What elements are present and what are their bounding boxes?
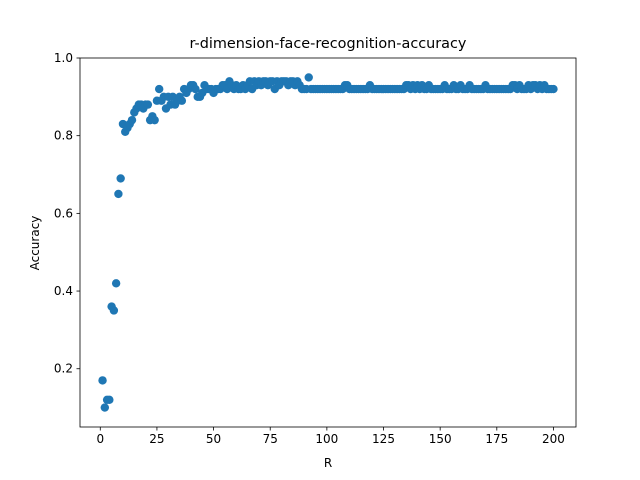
scatter-point: [191, 84, 200, 94]
scatter-point: [100, 403, 110, 412]
x-tick-label: 100: [315, 432, 338, 446]
y-tick-label: 0.6: [54, 206, 73, 220]
y-axis-label: Accuracy: [28, 216, 42, 271]
scatter-point: [154, 84, 164, 94]
scatter-point: [98, 376, 107, 385]
plot-frame: [79, 57, 577, 428]
x-tick-label: 150: [429, 432, 452, 446]
scatter-point: [143, 100, 153, 109]
x-tick-label: 125: [372, 432, 395, 446]
x-tick-label: 75: [263, 432, 278, 446]
y-tick-label: 1.0: [54, 51, 73, 65]
scatter-point: [150, 115, 159, 125]
y-tick-label: 0.8: [54, 129, 73, 143]
scatter-point: [177, 96, 187, 105]
scatter-point: [111, 279, 121, 288]
x-tick-label: 0: [96, 432, 104, 446]
x-tick-label: 25: [149, 432, 164, 446]
scatter-point: [114, 189, 123, 199]
chart-title: r-dimension-face-recognition-accuracy: [190, 36, 467, 52]
x-tick-label: 200: [542, 432, 565, 446]
scatter-point: [549, 84, 558, 94]
scatter-point: [109, 306, 119, 315]
x-tick-label: 50: [206, 432, 221, 446]
y-tick-label: 0.4: [54, 284, 73, 298]
scatter-point: [127, 115, 137, 125]
y-tick-label: 0.2: [54, 362, 73, 376]
x-tick-label: 175: [485, 432, 508, 446]
scatter-point: [116, 174, 125, 183]
scatter-point: [304, 73, 313, 82]
x-axis-label: R: [324, 456, 332, 470]
scatter-point: [105, 395, 114, 405]
